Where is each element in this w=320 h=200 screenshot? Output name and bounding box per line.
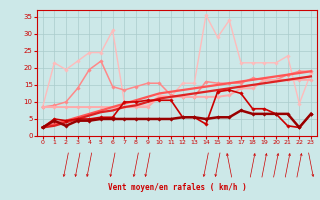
Text: Vent moyen/en rafales ( km/h ): Vent moyen/en rafales ( km/h ) bbox=[108, 183, 247, 192]
